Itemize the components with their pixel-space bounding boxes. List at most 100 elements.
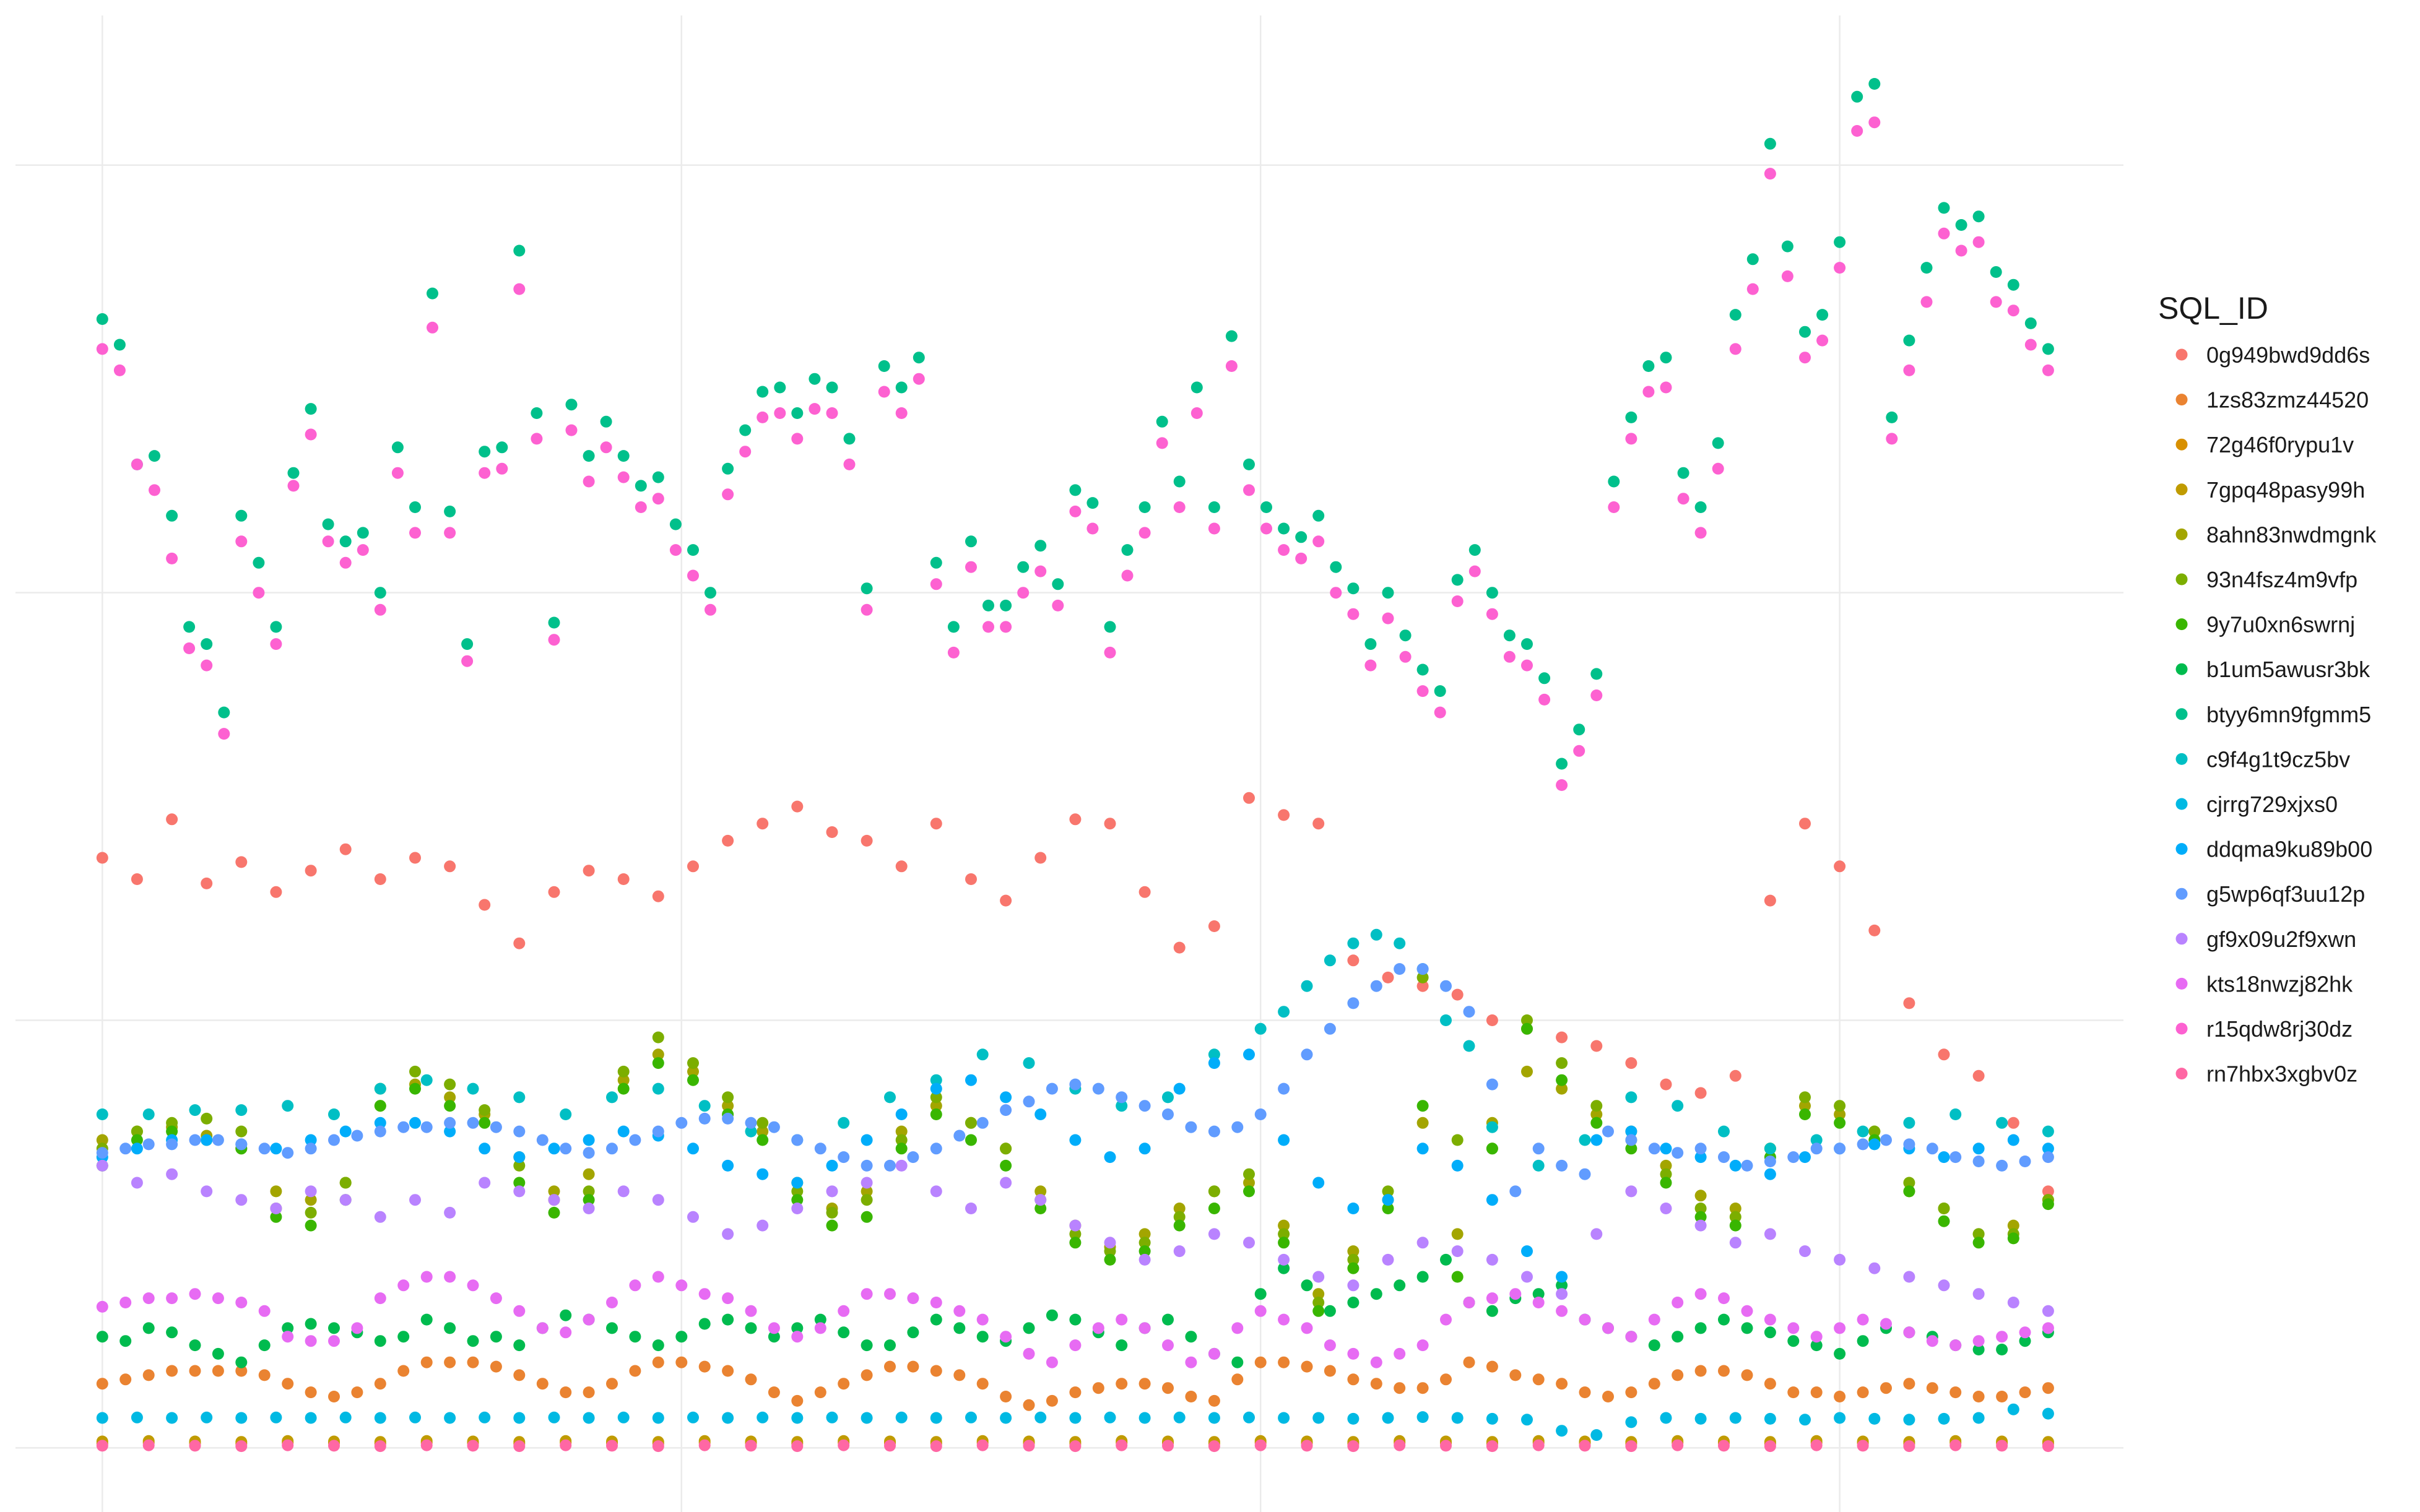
data-point <box>774 407 786 419</box>
data-point <box>722 1159 734 1172</box>
data-point <box>1648 1378 1660 1390</box>
data-point <box>1764 1228 1776 1240</box>
data-point <box>1486 1121 1498 1133</box>
data-point <box>1069 1339 1082 1352</box>
data-point <box>1034 1411 1047 1423</box>
data-point <box>791 1203 804 1214</box>
data-point <box>1347 608 1360 620</box>
data-point <box>1834 1108 1846 1120</box>
data-point <box>1254 1439 1267 1451</box>
data-point <box>409 1194 421 1206</box>
data-point <box>166 1138 178 1151</box>
data-point <box>930 1143 942 1155</box>
data-point <box>1301 1360 1313 1373</box>
data-point <box>895 1159 908 1172</box>
data-point <box>1312 1271 1325 1283</box>
data-point <box>652 1125 664 1138</box>
data-point <box>282 1378 294 1390</box>
data-point <box>1116 1439 1128 1451</box>
data-point <box>861 1339 873 1352</box>
data-point <box>1364 638 1377 650</box>
data-point <box>374 1292 386 1305</box>
data-point <box>1521 1271 1533 1283</box>
data-point <box>1532 1373 1545 1386</box>
data-point <box>2042 364 2054 376</box>
data-point <box>1243 1168 1255 1180</box>
data-point <box>1834 1253 1846 1266</box>
data-point <box>1538 672 1551 685</box>
data-point <box>1532 1159 1545 1172</box>
data-point <box>235 1365 248 1377</box>
data-point <box>1660 381 1672 394</box>
data-point <box>687 569 699 582</box>
data-point <box>1173 1211 1186 1223</box>
legend-label: c9f4g1t9cz5bv <box>2206 746 2350 772</box>
data-point <box>1590 1117 1603 1129</box>
data-point <box>976 1048 989 1061</box>
data-point <box>907 1151 919 1164</box>
data-point <box>1370 1288 1382 1300</box>
data-point <box>1741 1369 1753 1381</box>
series-0g949bwd9dd6s <box>96 792 2054 1198</box>
data-point <box>1486 1440 1498 1453</box>
data-point <box>201 638 213 650</box>
data-point <box>1718 1151 1730 1164</box>
data-point <box>1023 1095 1035 1108</box>
data-point <box>826 381 838 394</box>
data-point <box>1416 1382 1429 1394</box>
data-point <box>791 1331 804 1343</box>
data-point <box>1116 1378 1128 1390</box>
data-point <box>1741 1322 1753 1334</box>
data-point <box>838 1117 850 1129</box>
data-point <box>1208 1185 1220 1198</box>
data-point <box>328 1335 340 1347</box>
data-point <box>1903 1271 1915 1283</box>
data-point <box>1301 1048 1313 1061</box>
data-point <box>2042 1143 2054 1155</box>
data-point <box>722 1112 734 1125</box>
data-point <box>1347 1440 1360 1453</box>
data-point <box>1312 1297 1325 1308</box>
data-point <box>461 655 474 667</box>
data-point <box>1972 1391 1985 1402</box>
legend-label: 8ahn83nwdmgnk <box>2206 522 2377 547</box>
data-point <box>235 856 248 868</box>
data-point <box>339 843 352 855</box>
data-point <box>409 1065 421 1078</box>
data-point <box>791 800 804 813</box>
data-point <box>838 1151 850 1164</box>
data-point <box>791 1394 804 1407</box>
data-point <box>1463 1356 1475 1368</box>
data-point <box>1556 1288 1568 1300</box>
data-point <box>1416 971 1429 983</box>
data-point <box>1834 1391 1846 1402</box>
data-point <box>305 1219 317 1232</box>
data-point <box>722 1365 734 1377</box>
data-point <box>96 1108 108 1120</box>
data-point <box>617 1125 630 1138</box>
data-point <box>1556 1305 1568 1317</box>
data-point <box>652 1440 664 1453</box>
data-point <box>420 1074 433 1086</box>
data-point <box>560 1309 572 1321</box>
data-point <box>1052 578 1064 590</box>
data-point <box>1278 1228 1290 1240</box>
legend-item: 0g949bwd9dd6s <box>2175 342 2370 368</box>
data-point <box>513 1091 526 1104</box>
data-point <box>1243 458 1255 470</box>
data-point <box>1938 227 1950 240</box>
data-point <box>1278 522 1290 535</box>
data-point <box>965 561 977 573</box>
data-point <box>1938 1412 1950 1425</box>
data-point <box>722 1292 734 1305</box>
data-point <box>1173 501 1186 513</box>
data-point <box>287 467 300 479</box>
data-point <box>1034 1185 1047 1198</box>
data-point <box>1996 1159 2008 1172</box>
data-point <box>1672 1297 1684 1308</box>
data-point <box>583 865 595 877</box>
data-point <box>305 865 317 877</box>
data-point <box>1903 1414 1915 1426</box>
data-point <box>1556 1271 1568 1283</box>
data-point <box>861 834 873 847</box>
